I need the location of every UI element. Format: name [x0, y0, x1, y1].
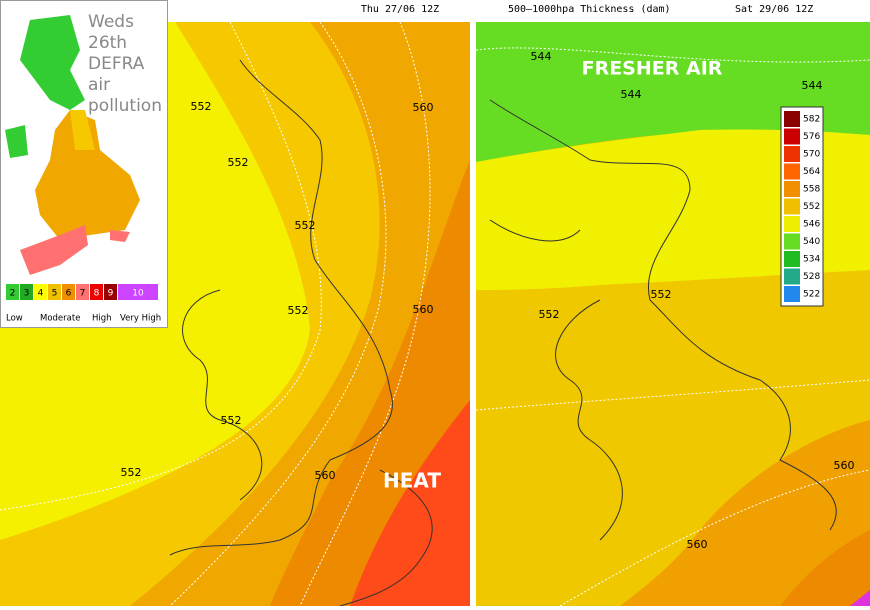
legend-swatch — [784, 181, 800, 197]
legend-swatch — [784, 128, 800, 145]
contour-label: 552 — [121, 466, 142, 479]
scale-value: 10 — [132, 289, 144, 299]
legend-swatch — [784, 163, 800, 180]
legend-swatch — [784, 198, 800, 215]
contour-label: 544 — [621, 88, 642, 101]
scale-swatch — [76, 284, 89, 300]
contour-label: 552 — [221, 414, 242, 427]
scale-value: 9 — [108, 289, 114, 299]
legend-swatch — [784, 286, 800, 302]
legend-label: 534 — [803, 255, 820, 265]
legend-swatch — [784, 251, 800, 267]
air-quality-inset — [0, 0, 168, 328]
legend-label: 528 — [803, 272, 820, 282]
legend-label: 564 — [803, 167, 820, 177]
header-title: 500–1000hpa Thickness (dam) — [508, 4, 671, 15]
scale-value: 7 — [80, 289, 86, 299]
scale-swatch — [20, 284, 33, 300]
header-time: Thu 27/06 12Z — [361, 4, 439, 15]
inset-title: pollution — [88, 96, 162, 116]
contour-label: 552 — [228, 156, 249, 169]
contour-label: 560 — [413, 101, 434, 114]
scale-value: 6 — [66, 289, 72, 299]
legend-swatch — [784, 216, 800, 232]
scale-swatch — [6, 284, 19, 300]
contour-label: 552 — [191, 100, 212, 113]
legend-label: 546 — [803, 220, 820, 230]
scale-swatch — [34, 284, 47, 300]
contour-label: 552 — [651, 288, 672, 301]
annotation: HEAT — [383, 469, 441, 493]
inset-title: Weds — [88, 12, 134, 32]
scale-label: High — [92, 314, 112, 324]
contour-label: 560 — [687, 538, 708, 551]
legend-swatch — [784, 146, 800, 162]
scale-swatch — [118, 284, 158, 300]
annotation: FRESHER AIR — [582, 58, 723, 80]
legend-label: 540 — [803, 237, 820, 247]
panel-gap — [470, 0, 476, 606]
contour-label: 544 — [802, 79, 823, 92]
contour-label: 552 — [288, 304, 309, 317]
legend-label: 522 — [803, 290, 820, 300]
scale-label: Very High — [120, 314, 161, 324]
scale-value: 3 — [24, 289, 30, 299]
contour-label: 552 — [539, 308, 560, 321]
legend-label: 576 — [803, 132, 820, 142]
contour-label: 552 — [295, 219, 316, 232]
contour-label: 560 — [413, 303, 434, 316]
right-map — [475, 22, 870, 607]
legend-swatch — [784, 268, 800, 285]
header-time: Sat 29/06 12Z — [735, 4, 813, 15]
scale-label: Moderate — [40, 314, 80, 324]
left-map — [0, 21, 470, 607]
scale-label: Low — [6, 314, 23, 324]
legend-label: 558 — [803, 185, 820, 195]
scale-value: 2 — [10, 289, 16, 299]
legend-swatch — [784, 233, 800, 250]
scale-value: 5 — [52, 289, 58, 299]
inset-title: DEFRA — [88, 54, 145, 74]
contour-label: 560 — [315, 469, 336, 482]
contour-label: 560 — [834, 459, 855, 472]
inset-title: air — [88, 75, 110, 95]
scale-swatch — [62, 284, 75, 300]
scale-value: 4 — [38, 289, 44, 299]
legend-label: 570 — [803, 150, 820, 160]
scale-swatch — [48, 284, 61, 300]
inset-title: 26th — [88, 33, 127, 53]
scale-swatch — [104, 284, 117, 300]
scale-swatch — [90, 284, 103, 300]
legend-label: 582 — [803, 115, 820, 125]
legend-label: 552 — [803, 202, 820, 212]
scale-value: 8 — [94, 289, 100, 299]
legend-swatch — [784, 111, 800, 127]
contour-label: 544 — [531, 50, 552, 63]
